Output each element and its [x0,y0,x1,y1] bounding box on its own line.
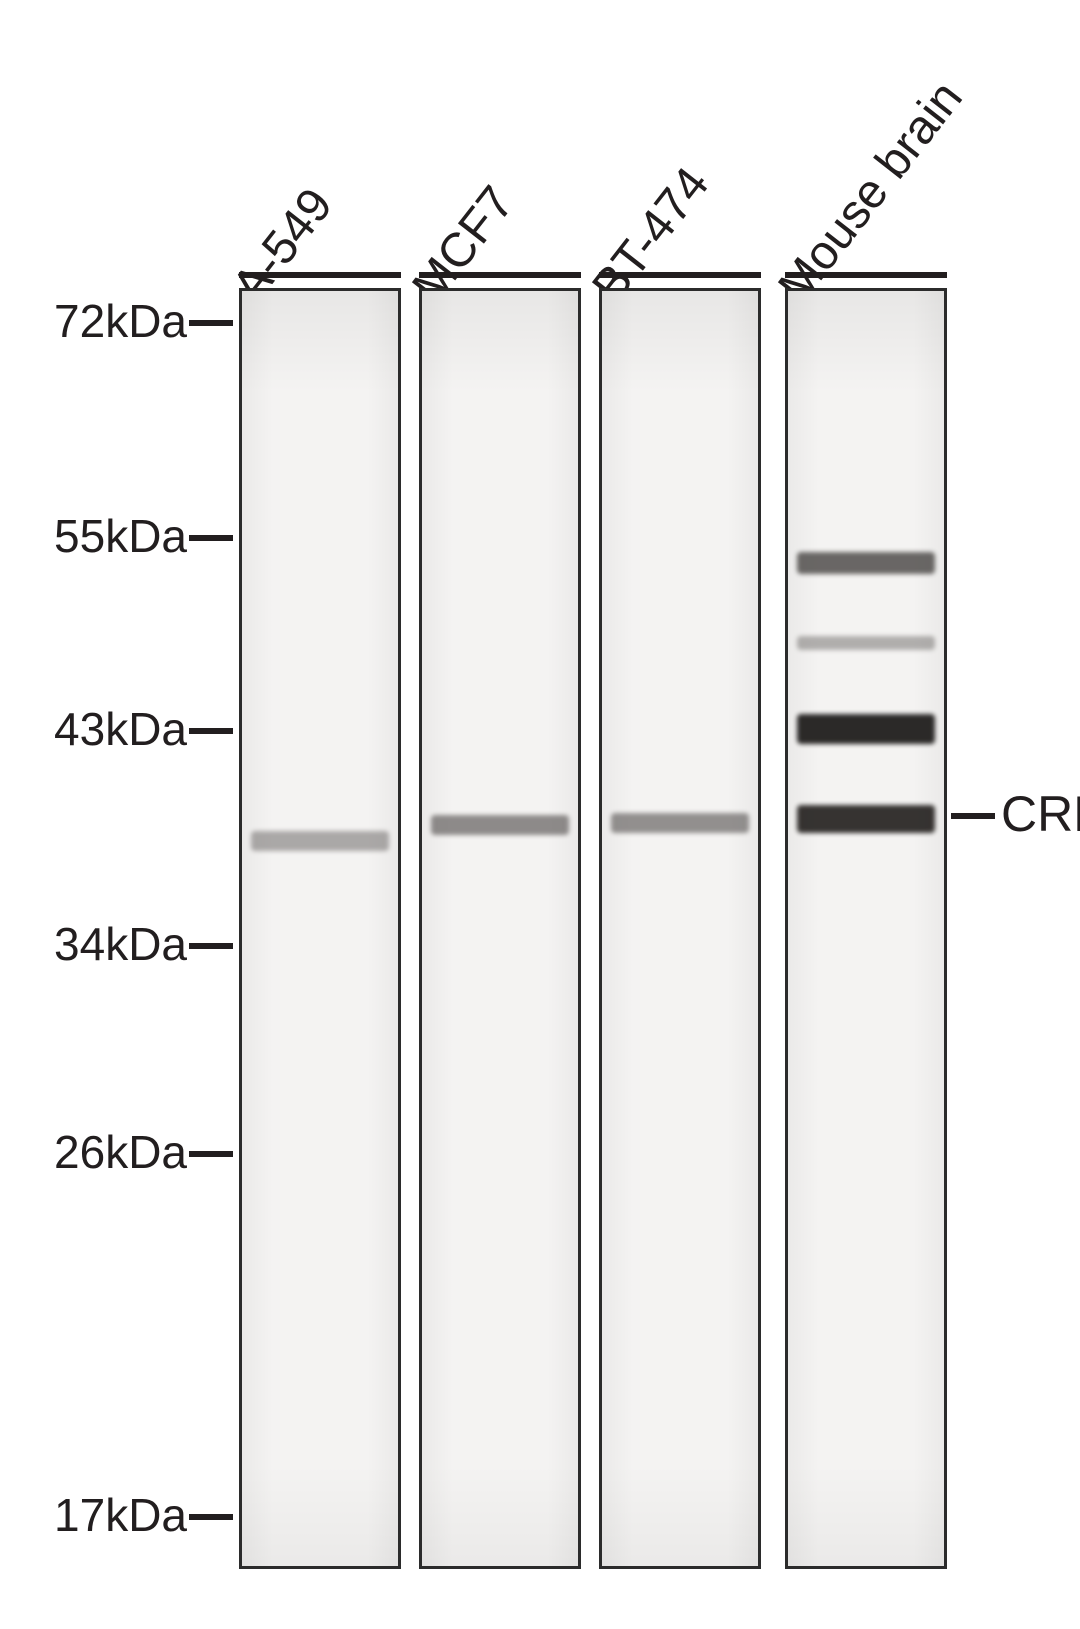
marker-tick-34 [189,943,233,949]
marker-label-34: 34kDa [0,917,187,971]
marker-tick-43 [189,728,233,734]
marker-tick-72 [189,320,233,326]
band [797,636,934,650]
band [431,815,568,835]
lane-mouse-brain [785,288,947,1569]
lane-a549 [239,288,401,1569]
lane-underline-bt474 [599,272,761,278]
band [797,714,934,744]
band [611,813,748,833]
lane-underline-mcf7 [419,272,581,278]
marker-tick-17 [189,1514,233,1520]
western-blot-figure: 72kDa 55kDa 43kDa 34kDa 26kDa 17kDa A-54… [0,0,1080,1629]
marker-label-43: 43kDa [0,702,187,756]
band [251,831,388,851]
lane-bt474 [599,288,761,1569]
lane-inner [242,291,398,1566]
lane-mcf7 [419,288,581,1569]
marker-label-55: 55kDa [0,509,187,563]
lane-underline-a549 [239,272,401,278]
lane-inner [788,291,944,1566]
lane-inner [422,291,578,1566]
marker-tick-26 [189,1151,233,1157]
marker-label-17: 17kDa [0,1488,187,1542]
band [797,805,934,833]
marker-tick-55 [189,535,233,541]
lane-underline-mouse-brain [785,272,947,278]
band [797,552,934,574]
marker-label-72: 72kDa [0,294,187,348]
protein-label-crk: CRK [1001,785,1080,843]
protein-label-tick [951,813,995,819]
marker-label-26: 26kDa [0,1125,187,1179]
lane-inner [602,291,758,1566]
